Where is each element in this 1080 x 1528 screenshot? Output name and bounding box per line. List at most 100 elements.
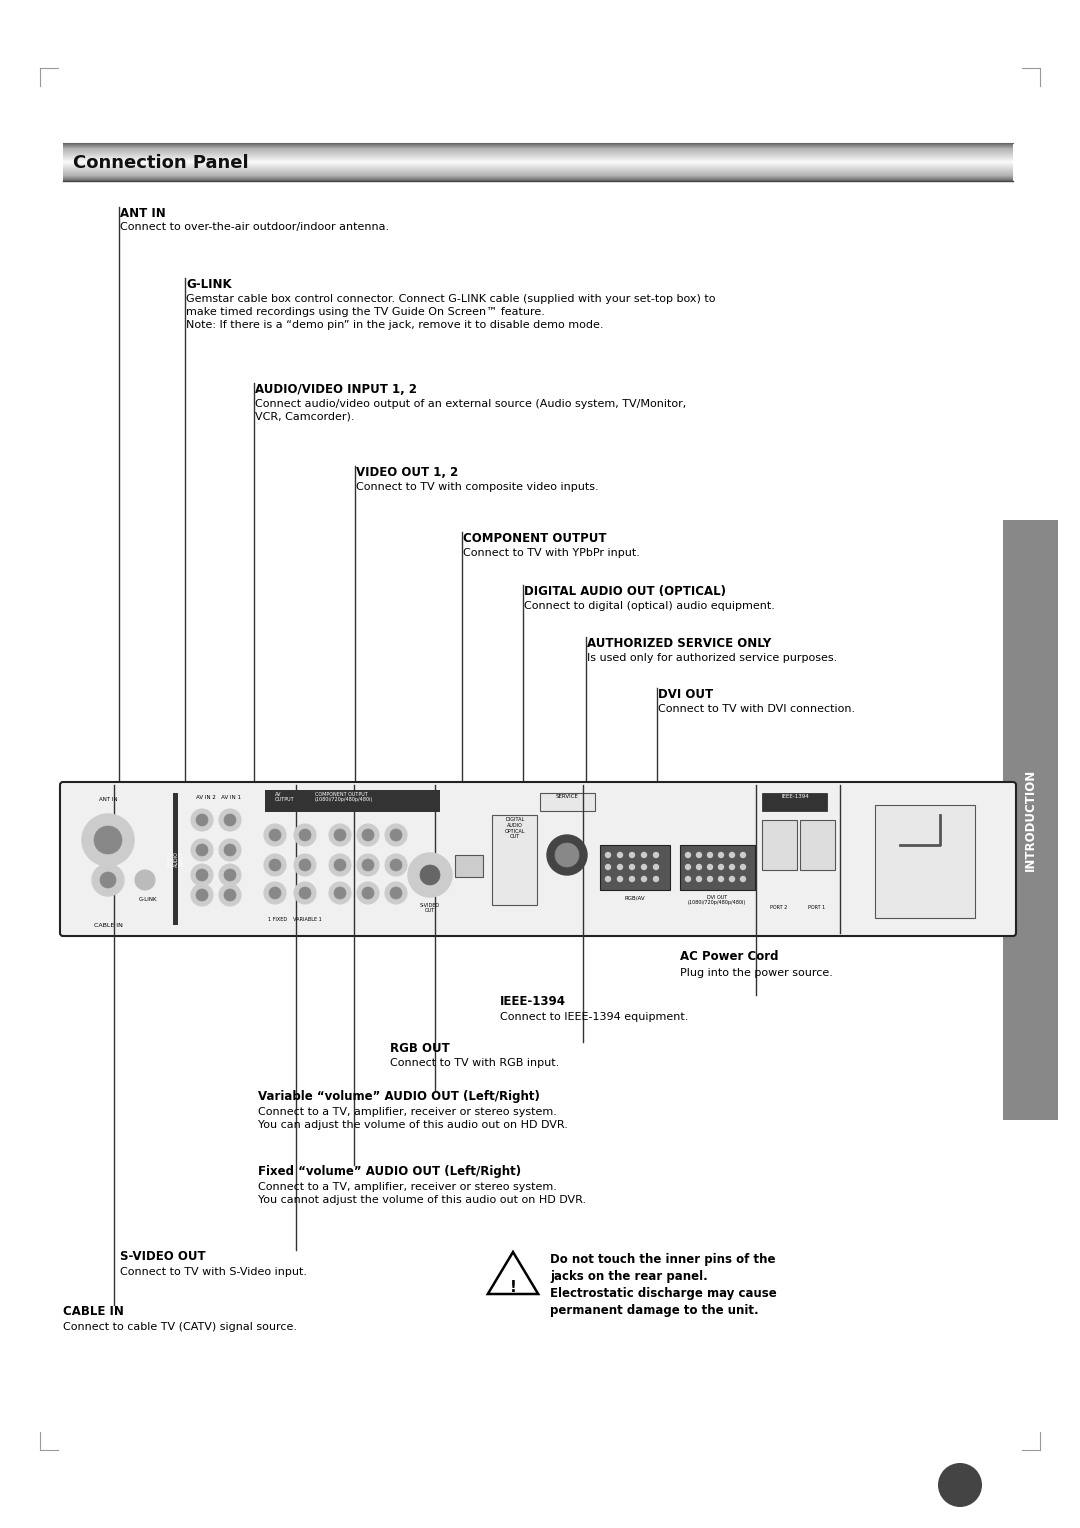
Circle shape [653,877,659,882]
Text: DVI OUT: DVI OUT [658,688,713,701]
Circle shape [224,889,237,902]
Text: SERVICE: SERVICE [555,795,579,799]
Circle shape [718,865,724,869]
Text: INTRODUCTION: INTRODUCTION [1024,769,1037,871]
Circle shape [191,839,213,860]
Bar [762,793,827,811]
Bar [455,856,483,877]
Bar [1003,520,1058,1120]
Text: Connect to cable TV (CATV) signal source.: Connect to cable TV (CATV) signal source… [63,1322,297,1332]
Circle shape [384,824,407,847]
Text: G-LINK: G-LINK [138,897,158,902]
Text: Connect to IEEE-1394 equipment.: Connect to IEEE-1394 equipment. [500,1012,688,1022]
Text: Connect to TV with composite video inputs.: Connect to TV with composite video input… [356,481,598,492]
Circle shape [362,859,374,871]
Text: Connect audio/video output of an external source (Audio system, TV/Monitor,
VCR,: Connect audio/video output of an externa… [255,399,686,422]
Circle shape [390,859,402,871]
Text: COMPONENT OUTPUT
(1080i/720p/480p/480i): COMPONENT OUTPUT (1080i/720p/480p/480i) [315,792,374,802]
Circle shape [362,830,374,840]
Circle shape [390,830,402,840]
Circle shape [269,886,281,898]
Text: RGB OUT: RGB OUT [390,1042,449,1054]
Circle shape [697,865,702,869]
Circle shape [546,834,588,876]
Circle shape [135,869,156,889]
Circle shape [390,886,402,898]
Text: S-VIDEO OUT: S-VIDEO OUT [120,1250,205,1264]
Bar [800,821,835,869]
Text: Gemstar cable box control connector. Connect G-LINK cable (supplied with your se: Gemstar cable box control connector. Con… [186,293,715,330]
Circle shape [642,853,647,857]
Circle shape [606,865,610,869]
Circle shape [195,843,208,856]
Circle shape [334,830,346,840]
Text: Connect to over-the-air outdoor/indoor antenna.: Connect to over-the-air outdoor/indoor a… [120,222,389,232]
Circle shape [269,830,281,840]
Circle shape [334,859,346,871]
Text: IEEE-1394: IEEE-1394 [781,795,809,799]
Text: Do not touch the inner pins of the
jacks on the rear panel.
Electrostatic discha: Do not touch the inner pins of the jacks… [550,1253,777,1317]
Text: Connect to a TV, amplifier, receiver or stereo system.
You can adjust the volume: Connect to a TV, amplifier, receiver or … [258,1106,568,1129]
Text: Connection Panel: Connection Panel [73,154,248,173]
Circle shape [642,877,647,882]
Circle shape [420,865,440,885]
Circle shape [642,865,647,869]
Circle shape [630,865,635,869]
Circle shape [269,859,281,871]
Circle shape [219,839,241,860]
Circle shape [653,865,659,869]
Circle shape [195,889,208,902]
Circle shape [630,853,635,857]
Circle shape [92,863,124,895]
Circle shape [224,843,237,856]
Circle shape [718,877,724,882]
Bar [680,845,755,889]
Circle shape [707,877,713,882]
Circle shape [741,865,745,869]
Circle shape [606,853,610,857]
Circle shape [686,853,690,857]
Circle shape [618,877,622,882]
Text: Connect to TV with S-Video input.: Connect to TV with S-Video input. [120,1267,307,1277]
Text: DIGITAL AUDIO OUT (OPTICAL): DIGITAL AUDIO OUT (OPTICAL) [524,585,726,597]
Circle shape [618,865,622,869]
Bar [310,790,440,811]
Text: AV IN 2   AV IN 1: AV IN 2 AV IN 1 [195,795,241,801]
Circle shape [195,869,208,882]
Text: S-VIDEO
OUT: S-VIDEO OUT [420,903,440,914]
Text: Is used only for authorized service purposes.: Is used only for authorized service purp… [588,652,837,663]
Circle shape [357,882,379,905]
Circle shape [630,877,635,882]
Bar [762,821,797,869]
Text: Connect to TV with DVI connection.: Connect to TV with DVI connection. [658,704,855,714]
Circle shape [357,824,379,847]
Circle shape [707,853,713,857]
Circle shape [408,853,453,897]
Text: IEEE-1394: IEEE-1394 [500,995,566,1008]
Bar [265,790,350,811]
Circle shape [191,885,213,906]
Circle shape [264,854,286,876]
Bar [492,814,537,905]
Circle shape [686,877,690,882]
Circle shape [294,854,316,876]
Circle shape [219,885,241,906]
Circle shape [191,808,213,831]
Circle shape [100,872,116,888]
Circle shape [729,877,734,882]
Circle shape [219,863,241,886]
Circle shape [357,854,379,876]
Circle shape [299,830,311,840]
Circle shape [384,854,407,876]
Circle shape [618,853,622,857]
Text: PORT 2: PORT 2 [770,905,787,911]
Text: Connect to TV with YPbPr input.: Connect to TV with YPbPr input. [463,549,639,558]
Text: Connect to a TV, amplifier, receiver or stereo system.
You cannot adjust the vol: Connect to a TV, amplifier, receiver or … [258,1183,586,1204]
Text: AC Power Cord: AC Power Cord [680,950,779,963]
Bar [600,845,670,889]
Circle shape [741,877,745,882]
Circle shape [94,827,122,854]
FancyBboxPatch shape [60,782,1016,937]
Text: !: ! [510,1280,516,1296]
Circle shape [264,882,286,905]
